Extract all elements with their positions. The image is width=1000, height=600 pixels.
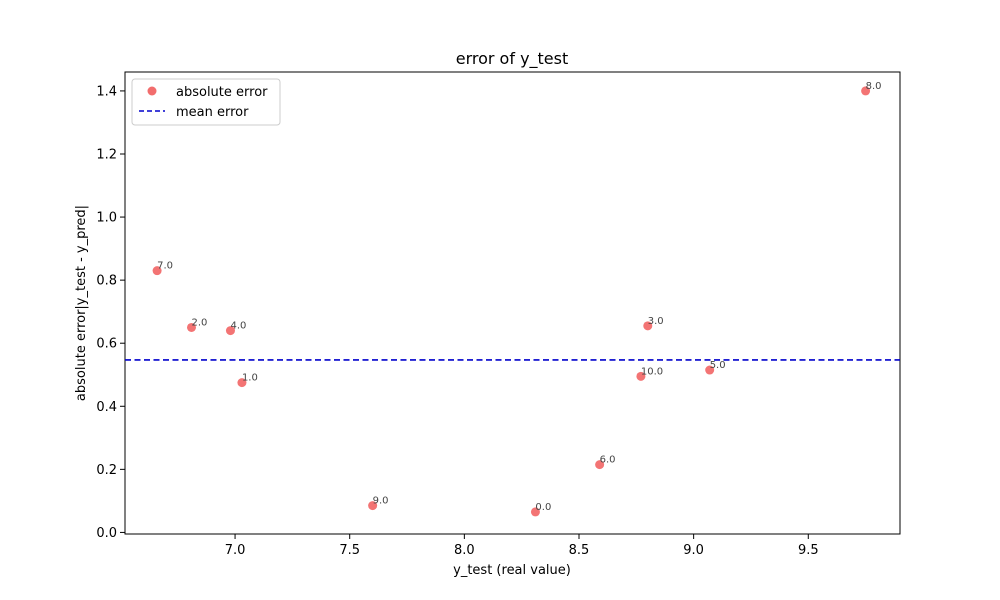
- y-tick-label: 1.2: [96, 147, 117, 162]
- chart-title: error of y_test: [456, 49, 569, 69]
- legend-scatter-marker: [147, 86, 157, 96]
- data-point-label: 1.0: [242, 373, 258, 384]
- data-point: [152, 266, 162, 276]
- x-axis-label: y_test (real value): [453, 563, 571, 578]
- data-point-label: 7.0: [157, 261, 173, 272]
- data-point-label: 3.0: [648, 316, 664, 327]
- data-point-label: 9.0: [373, 496, 389, 507]
- legend-absolute-error: absolute error: [176, 85, 268, 100]
- data-point-label: 2.0: [191, 317, 207, 328]
- x-tick-label: 7.0: [225, 543, 246, 558]
- data-point-label: 4.0: [230, 321, 246, 332]
- data-point-label: 6.0: [600, 455, 616, 466]
- data-point-label: 5.0: [710, 360, 726, 371]
- x-tick-label: 7.5: [339, 543, 360, 558]
- data-point: [705, 365, 715, 375]
- y-tick-label: 0.0: [96, 526, 117, 541]
- x-tick-label: 8.5: [569, 543, 590, 558]
- y-tick-label: 1.4: [96, 84, 117, 99]
- x-tick-label: 9.0: [683, 543, 704, 558]
- data-point: [186, 322, 196, 332]
- y-axis: 0.0 0.2 0.4 0.6 0.8 1.0 1.2 1.4: [96, 84, 125, 541]
- legend-box: [131, 78, 281, 126]
- data-point: [237, 378, 247, 388]
- data-point: [643, 321, 653, 331]
- data-point-label: 0.0: [535, 502, 551, 513]
- y-tick-label: 1.0: [96, 211, 117, 226]
- x-axis: 7.0 7.5 8.0 8.5 9.0 9.5: [225, 534, 819, 558]
- data-point-label: 8.0: [866, 81, 882, 92]
- data-point: [595, 460, 605, 470]
- data-point: [530, 507, 540, 517]
- plot-area: [124, 71, 901, 535]
- y-tick-label: 0.2: [96, 463, 117, 478]
- y-tick-label: 0.6: [96, 337, 117, 352]
- data-point-label: 10.0: [641, 366, 663, 377]
- y-tick-label: 0.4: [96, 400, 117, 415]
- data-point: [861, 86, 871, 96]
- y-tick-label: 0.8: [96, 274, 117, 289]
- points-layer: 7.0 2.0 4.0 1.0 9.0 0.0 6.0 10.0 3.0 5.0 8.0: [152, 81, 882, 517]
- x-tick-label: 8.0: [454, 543, 475, 558]
- data-point: [368, 501, 378, 511]
- y-axis-label: absolute error|y_test - y_pred|: [74, 205, 89, 401]
- legend-mean-error: mean error: [176, 105, 249, 120]
- x-tick-label: 9.5: [798, 543, 819, 558]
- data-point: [225, 326, 235, 336]
- legend: absolute error mean error: [131, 78, 281, 126]
- data-point: [636, 371, 646, 381]
